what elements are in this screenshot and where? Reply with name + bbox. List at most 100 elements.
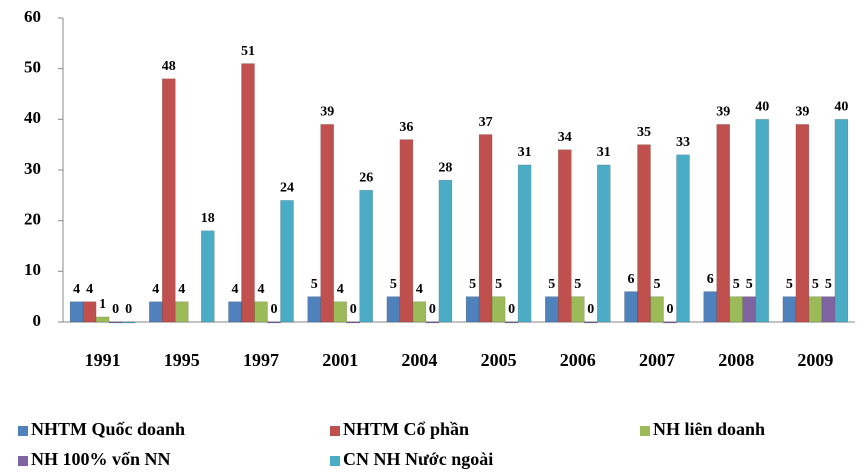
bar <box>412 301 427 323</box>
bar <box>359 190 373 323</box>
data-label: 5 <box>825 277 832 292</box>
bar <box>333 301 347 323</box>
data-label: 5 <box>733 277 740 292</box>
bar <box>307 296 321 323</box>
legend-label: NH 100% vốn NN <box>31 449 171 469</box>
bar <box>425 321 440 324</box>
bar <box>624 291 638 323</box>
bar <box>504 321 519 324</box>
data-label: 5 <box>746 277 753 292</box>
data-label: 0 <box>429 302 436 317</box>
data-label: 0 <box>112 302 119 317</box>
data-label: 5 <box>812 277 819 292</box>
legend-label: NHTM Cổ phần <box>343 419 469 439</box>
y-tick-label: 60 <box>24 7 41 26</box>
data-label: 31 <box>597 145 611 160</box>
bar <box>663 321 677 324</box>
bar <box>703 291 717 323</box>
bar <box>597 164 611 323</box>
data-label: 4 <box>86 282 93 297</box>
bar <box>584 321 598 324</box>
y-tick-label: 40 <box>24 108 41 127</box>
bar <box>162 78 176 323</box>
bar <box>175 301 189 323</box>
x-tick-label: 2005 <box>481 350 517 370</box>
x-tick-label: 2009 <box>797 350 833 370</box>
bar <box>782 296 797 323</box>
data-label: 6 <box>628 272 635 287</box>
data-label: 39 <box>795 105 809 120</box>
bar <box>82 301 97 323</box>
bar <box>821 296 836 323</box>
legend-swatch <box>18 456 28 466</box>
data-label: 40 <box>755 100 769 115</box>
data-label: 0 <box>508 302 515 317</box>
bar <box>676 154 690 323</box>
data-label: 4 <box>73 282 80 297</box>
x-tick-label: 2007 <box>639 350 675 370</box>
data-label: 4 <box>416 282 423 297</box>
data-label: 0 <box>125 302 132 317</box>
data-label: 6 <box>707 272 714 287</box>
data-label: 4 <box>232 282 239 297</box>
y-tick-label: 30 <box>24 159 41 178</box>
x-tick-label: 2008 <box>718 350 754 370</box>
bar <box>346 321 360 324</box>
y-tick-label: 50 <box>24 58 41 77</box>
bar <box>95 316 110 323</box>
bar <box>478 134 493 323</box>
bar <box>399 139 414 323</box>
bar <box>755 119 769 323</box>
data-label: 36 <box>399 120 413 135</box>
bar <box>201 230 215 323</box>
legend-swatch <box>18 426 28 436</box>
bar <box>571 296 585 323</box>
data-label: 18 <box>201 211 215 226</box>
x-tick-label: 2006 <box>560 350 596 370</box>
data-label: 40 <box>834 100 848 115</box>
data-label: 4 <box>178 282 185 297</box>
bar <box>280 200 294 323</box>
legend-swatch <box>640 426 650 436</box>
data-label: 5 <box>574 277 581 292</box>
data-label: 5 <box>654 277 661 292</box>
bar <box>438 179 453 323</box>
bar <box>320 124 334 323</box>
bar <box>808 296 823 323</box>
data-label: 4 <box>337 282 344 297</box>
y-tick-label: 10 <box>24 260 41 279</box>
data-label: 26 <box>359 170 373 185</box>
bar <box>254 301 268 323</box>
data-label: 5 <box>390 277 397 292</box>
bar <box>149 301 163 323</box>
y-tick-label: 20 <box>24 210 41 229</box>
data-label: 31 <box>518 145 532 160</box>
data-label: 4 <box>152 282 159 297</box>
data-label: 5 <box>311 277 318 292</box>
bar <box>729 296 743 323</box>
bar <box>834 119 849 323</box>
data-label: 5 <box>786 277 793 292</box>
x-tick-label: 2001 <box>322 350 358 370</box>
data-label: 28 <box>438 160 452 175</box>
data-label: 0 <box>350 302 357 317</box>
bar <box>241 63 255 323</box>
bar <box>69 301 84 323</box>
x-tick-label: 1991 <box>85 350 121 370</box>
data-label: 4 <box>258 282 265 297</box>
data-label: 37 <box>479 115 493 130</box>
bar <box>742 296 756 323</box>
data-label: 5 <box>469 277 476 292</box>
x-tick-label: 2004 <box>401 350 437 370</box>
data-label: 34 <box>558 130 572 145</box>
data-label: 0 <box>587 302 594 317</box>
data-label: 39 <box>320 105 334 120</box>
data-label: 33 <box>676 135 690 150</box>
legend-label: CN NH Nước ngoài <box>343 449 493 469</box>
bar <box>558 149 572 323</box>
bar <box>121 321 136 324</box>
y-tick-label: 0 <box>33 311 42 330</box>
data-label: 35 <box>637 125 651 140</box>
bar <box>228 301 242 323</box>
